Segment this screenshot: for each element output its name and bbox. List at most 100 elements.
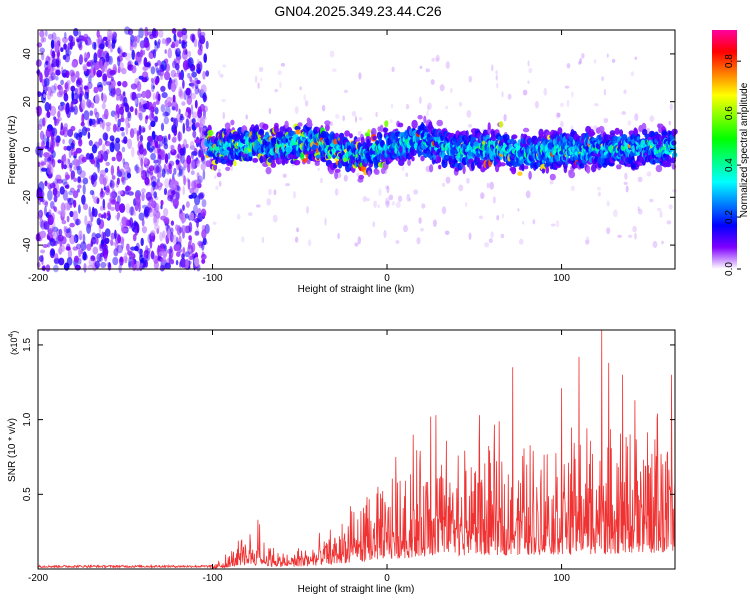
spectrogram-y-label: Frequency (Hz) xyxy=(7,116,18,185)
outlier-cell xyxy=(488,238,493,244)
noise-cell xyxy=(123,170,129,181)
noise-cell xyxy=(141,226,147,234)
noise-cell xyxy=(100,261,107,269)
noise-cell xyxy=(50,85,57,94)
noise-cell xyxy=(77,39,82,49)
noise-cell xyxy=(186,87,192,99)
noise-cell xyxy=(159,264,165,272)
snr-x-label: Height of straight line (km) xyxy=(298,584,415,595)
noise-cell xyxy=(163,208,169,217)
noise-cell xyxy=(177,131,183,142)
noise-cell xyxy=(156,164,162,174)
noise-cell xyxy=(140,237,144,247)
outlier-cell xyxy=(566,62,571,69)
outlier-cell xyxy=(496,82,499,89)
noise-cell xyxy=(194,159,201,164)
noise-cell xyxy=(163,137,167,143)
noise-cell xyxy=(147,196,154,202)
outlier-cell xyxy=(630,71,635,77)
noise-cell xyxy=(192,130,197,138)
noise-cell xyxy=(184,213,189,219)
signal-cell xyxy=(411,156,415,162)
noise-cell xyxy=(137,51,141,58)
noise-cell xyxy=(158,29,164,38)
outlier-cell xyxy=(625,185,629,193)
noise-cell xyxy=(138,124,142,136)
noise-cell xyxy=(53,195,58,203)
noise-cell xyxy=(51,212,55,223)
colorbar-tick-label: 0.0 xyxy=(724,262,735,276)
noise-cell xyxy=(176,185,180,192)
outlier-cell xyxy=(601,76,604,81)
noise-cell xyxy=(151,181,157,187)
noise-cell xyxy=(85,152,91,160)
noise-cell xyxy=(131,146,135,158)
signal-cell xyxy=(541,168,546,174)
noise-cell xyxy=(48,225,54,231)
outlier-cell xyxy=(657,207,662,212)
noise-cell xyxy=(177,172,181,177)
noise-cell xyxy=(201,258,206,264)
noise-cell xyxy=(188,235,192,241)
noise-cell xyxy=(125,116,130,127)
noise-cell xyxy=(202,169,206,180)
noise-cell xyxy=(63,181,69,188)
noise-cell xyxy=(66,215,70,223)
outlier-cell xyxy=(634,113,639,121)
noise-cell xyxy=(53,206,58,213)
noise-cell xyxy=(190,92,197,100)
noise-cell xyxy=(74,255,79,263)
noise-cell xyxy=(123,96,128,107)
outlier-cell xyxy=(385,185,390,190)
noise-cell xyxy=(108,32,114,38)
signal-cell xyxy=(411,119,418,129)
noise-cell xyxy=(152,85,155,90)
noise-cell xyxy=(147,31,154,36)
noise-cell xyxy=(90,255,96,262)
noise-cell xyxy=(187,179,191,190)
snr-panel: -200 -100 0 100 0.5 1.0 1.5 Height of straigh… xyxy=(7,329,676,595)
y-tick-label: -40 xyxy=(22,237,33,252)
outlier-cell xyxy=(585,236,590,245)
noise-cell xyxy=(147,101,153,111)
noise-cell xyxy=(127,112,132,122)
x-tick-label: 100 xyxy=(553,273,570,284)
noise-cell xyxy=(113,248,119,257)
noise-cell xyxy=(96,197,100,205)
noise-cell xyxy=(74,218,81,226)
noise-cell xyxy=(182,79,185,89)
noise-cell xyxy=(75,70,80,79)
noise-cell xyxy=(114,110,119,116)
noise-cell xyxy=(126,172,132,179)
outlier-cell xyxy=(306,206,309,214)
x-tick-label: 100 xyxy=(553,573,570,584)
outlier-cell xyxy=(343,174,348,182)
outlier-cell xyxy=(637,206,640,211)
noise-cell xyxy=(201,224,207,231)
noise-cell xyxy=(86,99,92,108)
noise-cell xyxy=(153,159,159,164)
noise-cell xyxy=(176,225,182,236)
signal-cell xyxy=(371,127,377,137)
noise-cell xyxy=(60,47,64,53)
outlier-cell xyxy=(293,191,296,199)
outlier-cell xyxy=(296,227,300,233)
noise-cell xyxy=(78,30,82,37)
outlier-cell xyxy=(501,213,505,219)
noise-cell xyxy=(92,41,97,50)
noise-cell xyxy=(65,102,70,113)
noise-cell xyxy=(76,188,80,193)
noise-cell xyxy=(82,65,88,72)
outlier-cell xyxy=(484,242,490,248)
outlier-cell xyxy=(435,54,440,62)
noise-cell xyxy=(200,31,206,38)
noise-cell xyxy=(130,34,135,43)
noise-cell xyxy=(80,90,85,96)
outlier-cell xyxy=(331,68,337,72)
noise-cell xyxy=(90,240,94,247)
noise-cell xyxy=(205,70,210,77)
noise-cell xyxy=(157,38,161,45)
noise-cell xyxy=(96,117,100,125)
noise-cell xyxy=(154,78,159,86)
